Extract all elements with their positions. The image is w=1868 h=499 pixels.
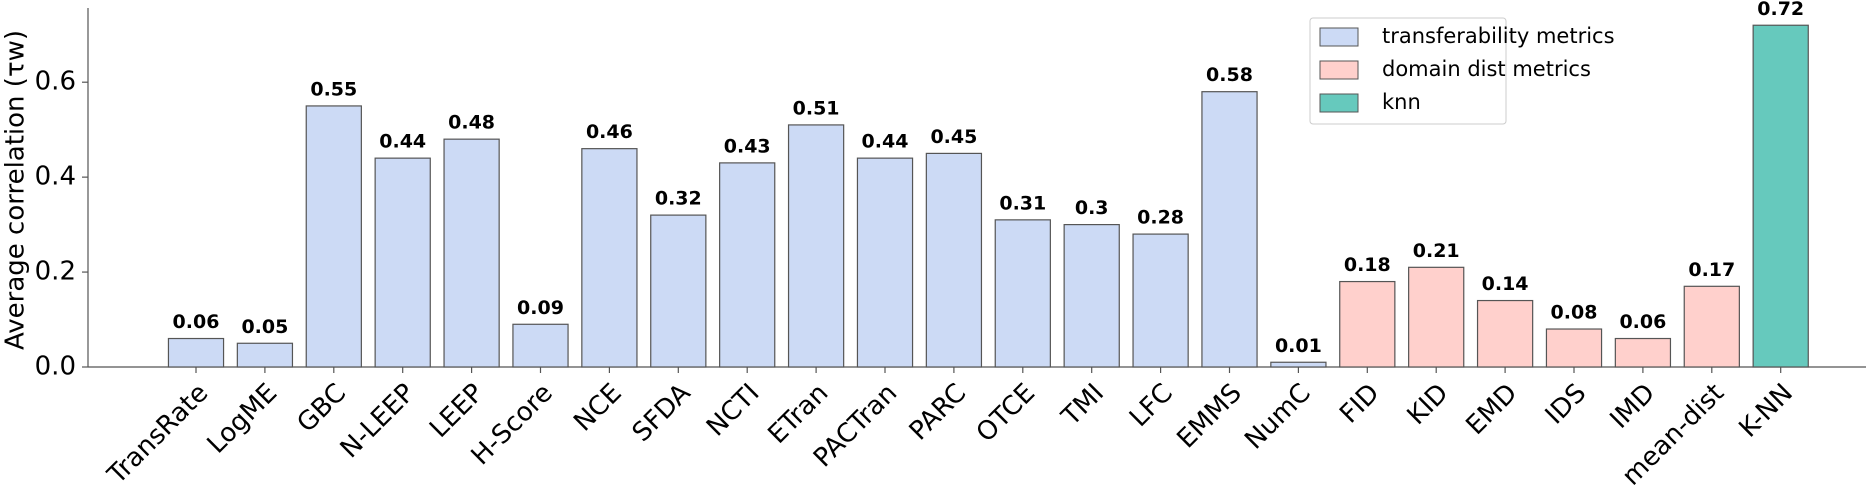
value-label: 0.18 [1344,254,1391,276]
bar [443,138,500,368]
bar [1545,328,1603,368]
bar [1614,337,1672,368]
x-tick-label: N-LEEP [335,378,421,464]
bar [512,323,569,368]
legend-label: domain dist metrics [1382,57,1591,81]
value-label: 0.06 [173,311,220,333]
x-tick-label: LogME [202,378,284,460]
value-label: 0.17 [1688,259,1735,281]
x-tick-label: EMD [1460,378,1523,441]
x-tick-label: IMD [1604,378,1661,435]
x-tick-label: LEEP [424,378,490,444]
value-label: 0.46 [586,121,633,143]
x-tick-label: TMI [1056,378,1110,432]
value-label: 0.06 [1619,311,1666,333]
bar [1270,361,1327,368]
bar [581,148,638,368]
bar [650,214,707,368]
y-tick-label: 0.0 [35,352,76,382]
legend-label: knn [1382,90,1421,114]
bar [236,342,294,368]
y-tick-label: 0.6 [35,67,76,97]
value-label: 0.44 [862,131,909,153]
x-tick-label: K-NN [1733,378,1798,443]
value-label: 0.45 [930,126,977,148]
value-label: 0.05 [241,316,288,338]
legend-swatch [1319,27,1359,47]
bar [1752,24,1809,368]
value-label: 0.31 [999,192,1046,214]
x-tick-label: NCTI [701,378,765,442]
x-tick-label: KID [1402,378,1455,431]
bar [1683,285,1740,368]
value-label: 0.3 [1075,197,1109,219]
y-tick-label: 0.2 [35,257,76,287]
value-label: 0.51 [793,97,840,119]
value-label: 0.21 [1413,240,1460,262]
value-label: 0.28 [1137,207,1184,229]
bar [1132,233,1189,368]
x-tick-label: TransRate [102,378,215,491]
x-tick-label: FID [1334,378,1385,429]
value-label: 0.08 [1551,302,1598,324]
x-tick-label: PARC [904,378,972,446]
value-label: 0.72 [1757,0,1804,20]
x-tick-label: LFC [1124,378,1179,433]
legend-label: transferability metrics [1382,24,1615,48]
x-tick-label: NCE [568,378,627,437]
bar [305,105,362,368]
x-tick-label: GBC [291,378,352,439]
y-tick-label: 0.4 [35,162,76,192]
value-label: 0.09 [517,297,564,319]
bar [719,162,776,368]
legend-swatch [1319,60,1359,80]
y-axis-label: Average correlation (τw) [1,30,31,350]
value-label: 0.14 [1482,273,1529,295]
value-label: 0.01 [1275,335,1322,357]
bar [1339,280,1396,368]
bar [374,157,431,368]
bar [1408,266,1465,368]
legend-box [1309,17,1507,125]
legend-swatch [1319,93,1359,113]
bar [1476,299,1534,368]
value-label: 0.55 [310,78,357,100]
x-tick-label: OTCE [971,378,1041,448]
bar [1063,224,1120,368]
value-label: 0.32 [655,188,702,210]
bar [925,152,983,368]
bar [994,219,1051,368]
bar [167,337,225,368]
x-tick-label: EMMS [1172,378,1248,454]
value-label: 0.43 [724,135,771,157]
bar [856,157,914,368]
value-label: 0.58 [1206,64,1253,86]
value-label: 0.44 [379,131,426,153]
bar [1201,91,1258,368]
x-tick-label: NumC [1239,378,1316,455]
value-label: 0.48 [448,112,495,134]
bar [787,124,845,368]
x-tick-label: SFDA [627,378,697,448]
x-tick-label: IDS [1540,378,1592,430]
